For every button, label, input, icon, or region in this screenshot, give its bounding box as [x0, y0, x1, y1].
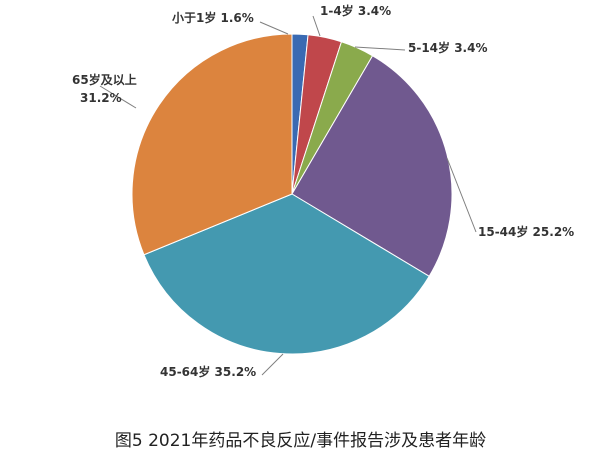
leader-line [261, 353, 284, 376]
slice-label: 45-64岁 35.2% [160, 364, 256, 379]
slice-label: 65岁及以上 31.2% [72, 72, 137, 105]
leader-line [99, 85, 137, 109]
slice-label: 15-44岁 25.2% [478, 224, 574, 239]
slice-label: 5-14岁 3.4% [408, 40, 488, 55]
pie-slice [143, 193, 430, 355]
data-labels: 小于1岁 1.6% 1-4岁 3.4% 5-14岁 3.4% 15-44岁 25.2%… [72, 3, 574, 379]
pie-slices [131, 33, 453, 355]
figure-caption: 图5 2021年药品不良反应/事件报告涉及患者年龄 [114, 431, 487, 451]
pie-slice [131, 33, 293, 256]
pie-chart: 小于1岁 1.6% 1-4岁 3.4% 5-14岁 3.4% 15-44岁 25.2%… [72, 3, 574, 379]
leader-line [312, 15, 321, 37]
leader-line [446, 157, 477, 233]
slice-label: 小于1岁 1.6% [172, 10, 254, 25]
leader-line [259, 21, 289, 35]
slice-label: 1-4岁 3.4% [320, 3, 391, 18]
leader-line [354, 46, 406, 51]
leader-lines [99, 15, 477, 376]
pie-slice [291, 55, 453, 277]
